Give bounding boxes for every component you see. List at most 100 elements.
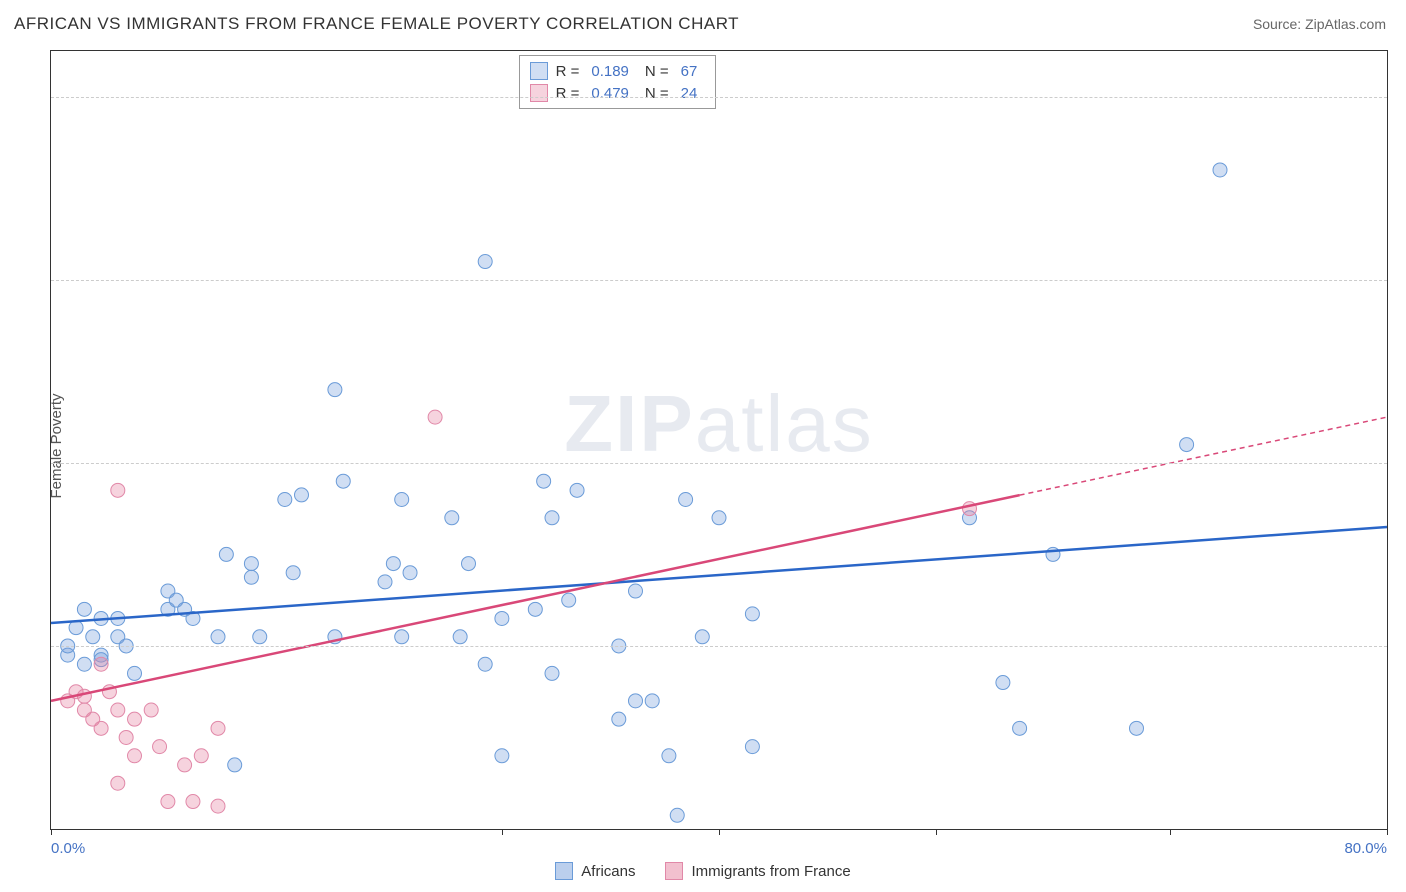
legend-r-value: 0.479 (591, 85, 629, 102)
data-point (128, 712, 142, 726)
legend-n-value: 24 (681, 85, 698, 102)
data-point (478, 657, 492, 671)
x-tick (1170, 829, 1171, 835)
data-point (462, 557, 476, 571)
data-point (629, 584, 643, 598)
data-point (1180, 438, 1194, 452)
gridline (51, 646, 1387, 647)
data-point (570, 483, 584, 497)
data-point (253, 630, 267, 644)
data-point (77, 657, 91, 671)
gridline (51, 97, 1387, 98)
legend-row: R = 0.479 N = 24 (530, 82, 706, 104)
data-point (111, 703, 125, 717)
x-tick (51, 829, 52, 835)
data-point (712, 511, 726, 525)
data-point (119, 730, 133, 744)
data-point (695, 630, 709, 644)
x-axis-min-label: 0.0% (51, 840, 85, 857)
data-point (211, 630, 225, 644)
data-point (186, 795, 200, 809)
data-point (111, 776, 125, 790)
data-point (453, 630, 467, 644)
x-axis-max-label: 80.0% (1344, 840, 1387, 857)
data-point (94, 721, 108, 735)
gridline (51, 463, 1387, 464)
data-point (612, 712, 626, 726)
data-point (562, 593, 576, 607)
data-point (128, 666, 142, 680)
x-tick (1387, 829, 1388, 835)
data-point (111, 483, 125, 497)
legend-label: Immigrants from France (691, 863, 850, 880)
legend-label: Africans (581, 863, 635, 880)
data-point (86, 630, 100, 644)
legend-n-label: N = (645, 63, 669, 80)
data-point (211, 721, 225, 735)
legend-swatch (555, 862, 573, 880)
chart-title: AFRICAN VS IMMIGRANTS FROM FRANCE FEMALE… (14, 14, 739, 34)
data-point (128, 749, 142, 763)
legend-r-label: R = (556, 63, 580, 80)
x-tick (502, 829, 503, 835)
data-point (403, 566, 417, 580)
data-point (545, 666, 559, 680)
data-point (244, 557, 258, 571)
data-point (670, 808, 684, 822)
legend-swatch (530, 84, 548, 102)
data-point (77, 689, 91, 703)
plot-area: ZIPatlas R =0.189N =67R =0.479N =24 0.0%… (50, 50, 1388, 830)
data-point (295, 488, 309, 502)
data-point (1013, 721, 1027, 735)
data-point (144, 703, 158, 717)
data-point (395, 492, 409, 506)
legend-item: Africans (555, 862, 635, 880)
legend-row: R = 0.189 N = 67 (530, 60, 706, 82)
data-point (278, 492, 292, 506)
data-point (662, 749, 676, 763)
data-point (378, 575, 392, 589)
data-point (286, 566, 300, 580)
data-point (228, 758, 242, 772)
data-point (178, 758, 192, 772)
legend-r-value: 0.189 (591, 63, 629, 80)
chart-area: ZIPatlas R =0.189N =67R =0.479N =24 0.0%… (50, 50, 1388, 830)
data-point (77, 602, 91, 616)
legend-swatch (530, 62, 548, 80)
data-point (679, 492, 693, 506)
data-point (328, 383, 342, 397)
x-tick (719, 829, 720, 835)
legend-n-value: 67 (681, 63, 698, 80)
data-point (336, 474, 350, 488)
data-point (194, 749, 208, 763)
data-point (528, 602, 542, 616)
data-point (219, 547, 233, 561)
data-point (537, 474, 551, 488)
legend-n-label: N = (645, 85, 669, 102)
legend-swatch (665, 862, 683, 880)
legend-r-label: R = (556, 85, 580, 102)
data-point (244, 570, 258, 584)
data-point (645, 694, 659, 708)
data-point (1130, 721, 1144, 735)
data-point (629, 694, 643, 708)
data-point (495, 749, 509, 763)
data-point (495, 611, 509, 625)
data-point (395, 630, 409, 644)
data-point (94, 657, 108, 671)
data-point (996, 676, 1010, 690)
legend-item: Immigrants from France (665, 862, 850, 880)
data-point (745, 740, 759, 754)
data-point (428, 410, 442, 424)
data-point (1213, 163, 1227, 177)
data-point (478, 255, 492, 269)
data-point (445, 511, 459, 525)
trendline-extrapolated (1020, 417, 1387, 495)
data-point (153, 740, 167, 754)
series-legend: Africans Immigrants from France (0, 862, 1406, 880)
data-point (386, 557, 400, 571)
data-point (211, 799, 225, 813)
gridline (51, 280, 1387, 281)
source-attribution: Source: ZipAtlas.com (1253, 16, 1386, 32)
trendline (51, 495, 1020, 701)
